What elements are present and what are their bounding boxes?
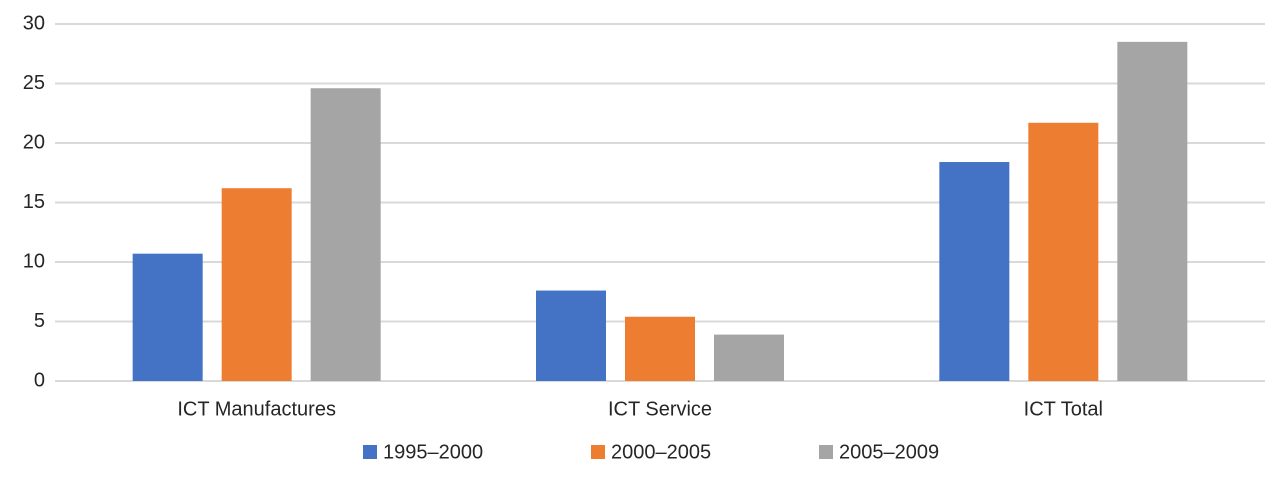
legend-label: 1995–2000 <box>383 441 483 463</box>
bar <box>132 253 203 381</box>
legend-label: 2000–2005 <box>611 441 711 463</box>
y-tick-label: 15 <box>23 191 45 213</box>
y-tick-label: 25 <box>23 72 45 94</box>
bar <box>310 88 381 381</box>
bar <box>939 162 1010 381</box>
legend-swatch <box>591 445 605 459</box>
y-tick-label: 0 <box>34 369 45 391</box>
y-tick-label: 10 <box>23 250 45 272</box>
x-tick-label: ICT Service <box>608 398 712 420</box>
bar <box>221 188 292 381</box>
bar <box>1117 41 1188 381</box>
legend-swatch <box>363 445 377 459</box>
bar <box>625 316 695 381</box>
y-tick-label: 30 <box>23 12 45 34</box>
x-tick-label: ICT Total <box>1024 398 1103 420</box>
bar <box>714 334 784 381</box>
y-tick-label: 5 <box>34 310 45 332</box>
x-tick-label: ICT Manufactures <box>177 398 336 420</box>
bar <box>1028 122 1099 382</box>
y-tick-label: 20 <box>23 131 45 153</box>
legend-swatch <box>819 445 833 459</box>
bar <box>536 290 606 381</box>
legend-label: 2005–2009 <box>839 441 939 463</box>
